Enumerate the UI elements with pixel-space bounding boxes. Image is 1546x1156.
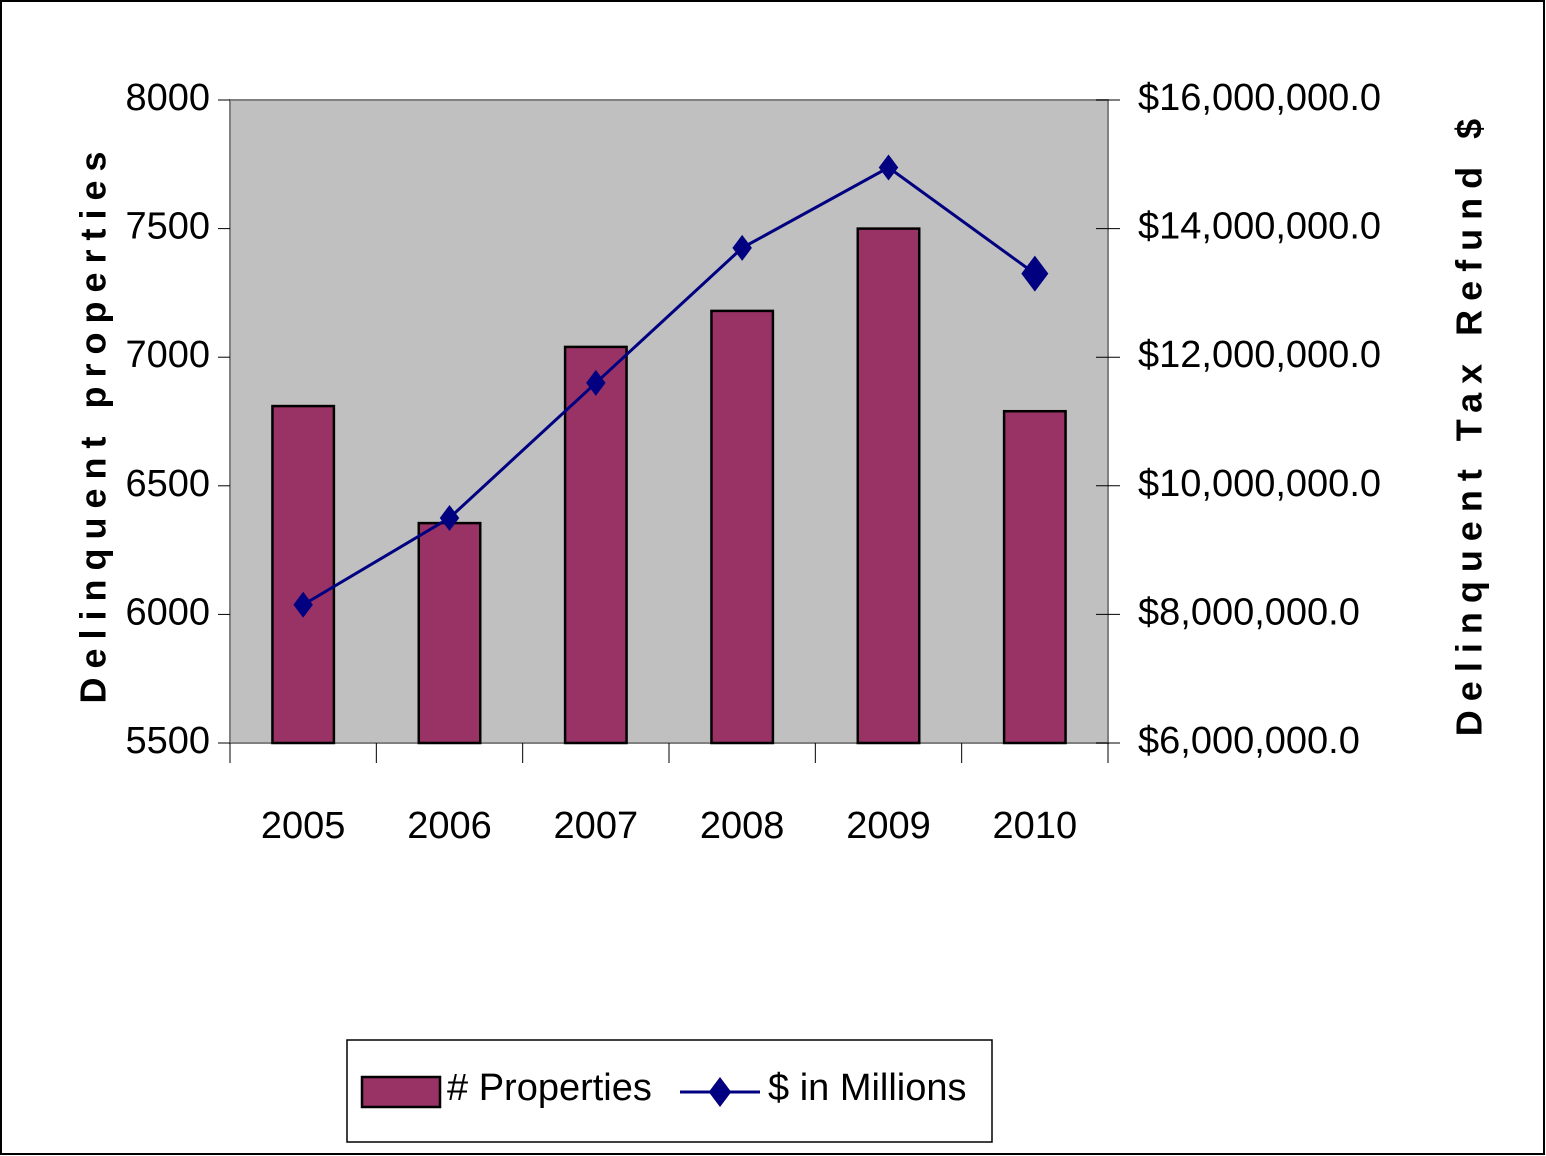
bar <box>417 521 482 745</box>
legend-box <box>346 1039 993 1143</box>
x-tick-label: 2007 <box>554 805 639 847</box>
bar <box>710 309 775 745</box>
line <box>302 165 1036 607</box>
bar <box>856 227 921 745</box>
y2-tick-label: $16,000,000.0 <box>1138 77 1381 119</box>
marker <box>439 504 460 531</box>
y-tick-label: 6500 <box>125 463 210 505</box>
y-tick-label: 7000 <box>125 334 210 376</box>
y-tick-label: 6000 <box>125 591 210 633</box>
y-axis-title: Delinquent properties <box>73 142 114 703</box>
bar <box>1002 409 1067 745</box>
y-tick-label: 5500 <box>125 720 210 762</box>
legend-label: # Properties <box>447 1067 652 1109</box>
x-tick-label: 2010 <box>993 805 1078 847</box>
legend-swatch <box>360 1075 442 1109</box>
y2-tick-label: $10,000,000.0 <box>1138 463 1381 505</box>
marker <box>1021 255 1049 292</box>
legend-label: $ in Millions <box>768 1067 967 1109</box>
y2-tick-label: $14,000,000.0 <box>1138 206 1381 248</box>
plot-area <box>229 99 1109 744</box>
x-tick-label: 2006 <box>407 805 492 847</box>
y2-tick-label: $12,000,000.0 <box>1138 334 1381 376</box>
y2-tick-label: $8,000,000.0 <box>1138 591 1360 633</box>
x-tick-label: 2005 <box>261 805 346 847</box>
y2-tick-label: $6,000,000.0 <box>1138 720 1360 762</box>
marker <box>732 234 752 261</box>
bar <box>563 345 628 745</box>
y-tick-label: 7500 <box>125 206 210 248</box>
x-tick-label: 2008 <box>700 805 785 847</box>
legend-marker <box>708 1077 732 1107</box>
marker <box>586 369 606 396</box>
marker <box>878 154 899 181</box>
bar <box>271 404 336 745</box>
y-tick-label: 8000 <box>125 77 210 119</box>
y2-axis-title: Delinquent Tax Refund $ <box>1449 110 1490 736</box>
marker <box>293 591 313 618</box>
x-tick-label: 2009 <box>846 805 931 847</box>
